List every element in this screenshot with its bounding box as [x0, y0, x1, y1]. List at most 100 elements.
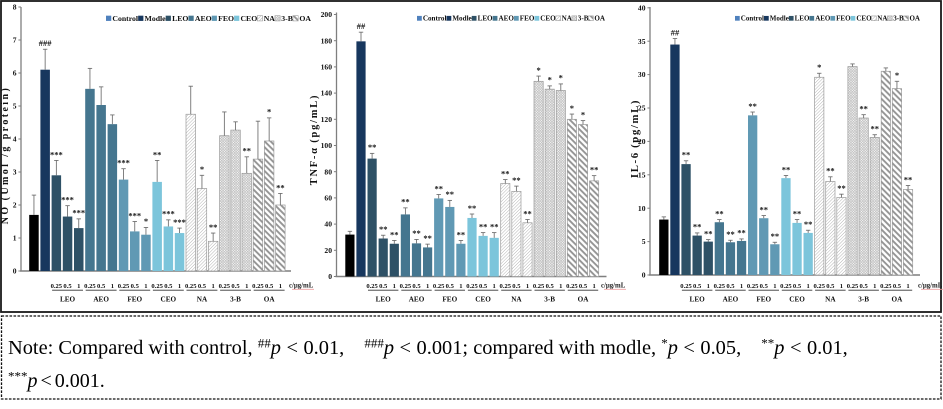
- svg-text:0.5: 0.5: [379, 283, 388, 290]
- svg-text:**: **: [904, 174, 913, 184]
- svg-text:**: **: [737, 228, 746, 238]
- svg-text:3-B: 3-B: [544, 296, 555, 304]
- svg-text:**: **: [871, 124, 880, 134]
- svg-text:**: **: [446, 189, 455, 199]
- svg-text:25: 25: [638, 104, 646, 113]
- svg-text:*: *: [144, 216, 148, 226]
- svg-text:###: ###: [39, 38, 53, 48]
- svg-text:0.5: 0.5: [231, 283, 240, 290]
- svg-text:c/μg/mL: c/μg/mL: [289, 283, 314, 290]
- svg-text:AEO: AEO: [195, 14, 212, 23]
- svg-text:OA: OA: [909, 15, 920, 23]
- svg-text:5: 5: [642, 237, 646, 246]
- svg-text:CEO: CEO: [540, 15, 556, 23]
- svg-text:100: 100: [321, 141, 333, 150]
- svg-text:0.5: 0.5: [512, 283, 521, 290]
- svg-text:3: 3: [13, 168, 17, 177]
- svg-text:**: **: [837, 183, 846, 193]
- svg-text:**: **: [368, 142, 377, 152]
- svg-text:OA: OA: [892, 296, 904, 304]
- svg-text:3-B: 3-B: [893, 15, 904, 23]
- svg-text:40: 40: [324, 220, 332, 229]
- svg-text:10: 10: [638, 204, 646, 213]
- svg-text:160: 160: [321, 63, 333, 72]
- svg-text:**: **: [760, 204, 769, 214]
- svg-text:**: **: [401, 197, 410, 207]
- svg-text:**: **: [682, 150, 691, 160]
- svg-text:Note: Compared with control, #: Note: Compared with control, ##p <0.01, #…: [8, 336, 848, 360]
- svg-text:1: 1: [13, 234, 17, 243]
- svg-text:*: *: [536, 65, 540, 75]
- svg-text:20: 20: [638, 137, 646, 146]
- svg-text:NA: NA: [264, 14, 276, 23]
- svg-text:3-B: 3-B: [858, 296, 869, 304]
- svg-text:0.5: 0.5: [63, 283, 72, 290]
- svg-text:1: 1: [426, 283, 429, 290]
- svg-text:0.25: 0.25: [51, 283, 63, 290]
- svg-text:200: 200: [321, 10, 333, 19]
- svg-text:**: **: [490, 221, 499, 231]
- svg-text:**: **: [153, 149, 162, 159]
- svg-text:NA: NA: [197, 296, 208, 304]
- svg-text:**: **: [457, 229, 466, 239]
- svg-text:FEO: FEO: [836, 15, 851, 23]
- svg-text:FEO: FEO: [520, 15, 535, 23]
- svg-text:3-B: 3-B: [281, 14, 293, 23]
- svg-text:0.25: 0.25: [151, 283, 163, 290]
- svg-text:FEO: FEO: [756, 296, 771, 304]
- svg-text:**: **: [423, 233, 432, 243]
- svg-text:0.25: 0.25: [252, 283, 264, 290]
- svg-text:##: ##: [671, 27, 680, 37]
- svg-text:**: **: [276, 182, 285, 192]
- svg-text:*: *: [581, 109, 585, 119]
- svg-text:80: 80: [324, 167, 332, 176]
- svg-text:0.25: 0.25: [185, 283, 197, 290]
- svg-text:0.5: 0.5: [826, 283, 835, 290]
- svg-text:0.25: 0.25: [847, 283, 859, 290]
- svg-text:0.25: 0.25: [680, 283, 692, 290]
- svg-text:0.5: 0.5: [198, 283, 207, 290]
- svg-text:0.5: 0.5: [479, 283, 488, 290]
- svg-text:0.5: 0.5: [446, 283, 455, 290]
- svg-text:AEO: AEO: [815, 15, 831, 23]
- svg-text:**: **: [209, 222, 218, 232]
- svg-text:0.5: 0.5: [131, 283, 140, 290]
- svg-text:LEO: LEO: [690, 296, 706, 304]
- svg-text:OA: OA: [594, 15, 606, 23]
- svg-text:1: 1: [740, 283, 743, 290]
- svg-text:0.5: 0.5: [893, 283, 902, 290]
- svg-text:NO (Umol /g protein): NO (Umol /g protein): [0, 86, 11, 224]
- svg-text:***: ***: [117, 158, 130, 168]
- svg-text:1: 1: [840, 283, 843, 290]
- svg-text:1: 1: [212, 283, 215, 290]
- svg-text:FEO: FEO: [442, 296, 457, 304]
- svg-text:**: **: [748, 101, 757, 111]
- svg-text:**: **: [501, 168, 510, 178]
- svg-text:***p<0.001.: ***p <0.001.: [8, 369, 105, 393]
- svg-text:40: 40: [638, 3, 646, 12]
- svg-text:**: **: [412, 228, 421, 238]
- svg-text:c/μg/mL: c/μg/mL: [918, 283, 943, 290]
- svg-text:***: ***: [61, 194, 74, 204]
- svg-text:60: 60: [324, 194, 332, 203]
- svg-text:**: **: [859, 103, 868, 113]
- svg-text:6: 6: [13, 69, 17, 78]
- svg-text:4: 4: [13, 135, 17, 144]
- svg-text:0.5: 0.5: [412, 283, 421, 290]
- svg-text:0.25: 0.25: [84, 283, 96, 290]
- svg-text:3-B: 3-B: [578, 15, 589, 23]
- svg-text:**: **: [590, 164, 599, 174]
- svg-text:0.25: 0.25: [880, 283, 892, 290]
- svg-text:FEO: FEO: [218, 14, 234, 23]
- svg-text:Modle: Modle: [145, 14, 167, 23]
- svg-text:1: 1: [807, 283, 810, 290]
- svg-text:*: *: [895, 70, 899, 80]
- svg-text:2: 2: [13, 201, 17, 210]
- svg-text:1: 1: [526, 283, 529, 290]
- svg-text:LEO: LEO: [795, 15, 810, 23]
- svg-text:5: 5: [13, 102, 17, 111]
- svg-text:c/μg/mL: c/μg/mL: [601, 283, 626, 290]
- svg-text:LEO: LEO: [172, 14, 188, 23]
- svg-text:**: **: [512, 175, 521, 185]
- svg-text:FEO: FEO: [127, 296, 142, 304]
